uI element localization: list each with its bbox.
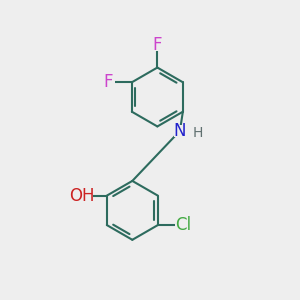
Text: F: F: [153, 36, 162, 54]
Bar: [175, 219, 191, 231]
Text: N: N: [174, 122, 186, 140]
Text: OH: OH: [69, 187, 94, 205]
Bar: [150, 39, 165, 51]
Bar: [174, 125, 186, 137]
Text: H: H: [192, 126, 203, 140]
Text: Cl: Cl: [175, 216, 191, 234]
Bar: [70, 190, 93, 202]
Bar: [100, 76, 116, 88]
Text: F: F: [103, 73, 112, 91]
